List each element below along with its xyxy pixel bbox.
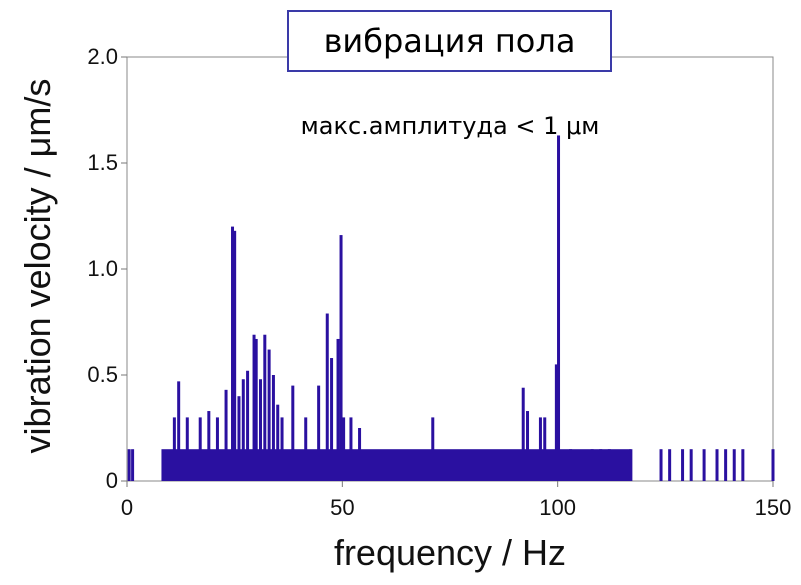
chart-subtitle: макс.амплитуда < 1 μм bbox=[300, 112, 600, 140]
bar bbox=[342, 417, 346, 481]
bar bbox=[543, 417, 547, 481]
bar bbox=[702, 449, 706, 481]
bar bbox=[681, 449, 685, 481]
bar bbox=[330, 358, 334, 481]
bar bbox=[599, 449, 603, 481]
bar bbox=[554, 364, 558, 481]
bar bbox=[569, 449, 573, 481]
bar bbox=[252, 334, 256, 481]
x-tick-label: 150 bbox=[754, 495, 792, 520]
bar bbox=[724, 449, 728, 481]
bar bbox=[590, 449, 594, 481]
axes bbox=[121, 56, 774, 487]
bar bbox=[336, 338, 340, 481]
bar bbox=[224, 389, 228, 481]
bar bbox=[267, 349, 271, 481]
chart-title: вибрация пола bbox=[287, 10, 612, 72]
bar bbox=[131, 449, 135, 481]
bar bbox=[358, 428, 362, 481]
bar bbox=[607, 449, 611, 481]
bars bbox=[127, 135, 775, 481]
bar bbox=[215, 417, 219, 481]
bar bbox=[291, 385, 295, 481]
bar bbox=[207, 411, 211, 481]
bar bbox=[254, 338, 258, 481]
bar bbox=[339, 235, 343, 481]
bar bbox=[741, 449, 745, 481]
bar bbox=[241, 379, 245, 481]
bar bbox=[349, 417, 353, 481]
y-tick-label: 1.5 bbox=[87, 150, 118, 175]
bar bbox=[668, 449, 672, 481]
bar bbox=[431, 417, 435, 481]
bar bbox=[689, 449, 693, 481]
y-tick-label: 2.0 bbox=[87, 44, 118, 69]
x-axis-label: frequency / Hz bbox=[333, 532, 567, 573]
bar bbox=[715, 449, 719, 481]
bar bbox=[198, 417, 202, 481]
bar bbox=[259, 379, 263, 481]
bar bbox=[231, 226, 235, 481]
bar bbox=[233, 230, 237, 481]
bar bbox=[521, 387, 525, 481]
bar bbox=[317, 385, 321, 481]
bar bbox=[246, 370, 250, 481]
bar bbox=[172, 417, 176, 481]
bar bbox=[325, 313, 329, 481]
bar bbox=[771, 449, 775, 481]
y-tick-label: 1.0 bbox=[87, 256, 118, 281]
bar bbox=[177, 381, 181, 481]
bar bbox=[127, 449, 131, 481]
bar bbox=[280, 417, 284, 481]
bar bbox=[538, 417, 542, 481]
bar bbox=[659, 449, 663, 481]
bar bbox=[526, 411, 530, 481]
x-tick-label: 0 bbox=[120, 495, 134, 520]
bar bbox=[185, 417, 189, 481]
bar bbox=[557, 135, 561, 481]
bar bbox=[629, 449, 633, 481]
x-tick-label: 50 bbox=[330, 495, 355, 520]
y-axis-label: vibration velocity / μm/s bbox=[17, 78, 58, 454]
bar bbox=[732, 449, 736, 481]
y-tick-label: 0 bbox=[105, 468, 118, 493]
bar bbox=[271, 375, 275, 481]
bar bbox=[276, 404, 280, 481]
bar bbox=[304, 417, 308, 481]
x-tick-label: 100 bbox=[539, 495, 577, 520]
bar bbox=[237, 396, 241, 481]
bar bbox=[263, 334, 267, 481]
y-tick-label: 0.5 bbox=[87, 362, 118, 387]
